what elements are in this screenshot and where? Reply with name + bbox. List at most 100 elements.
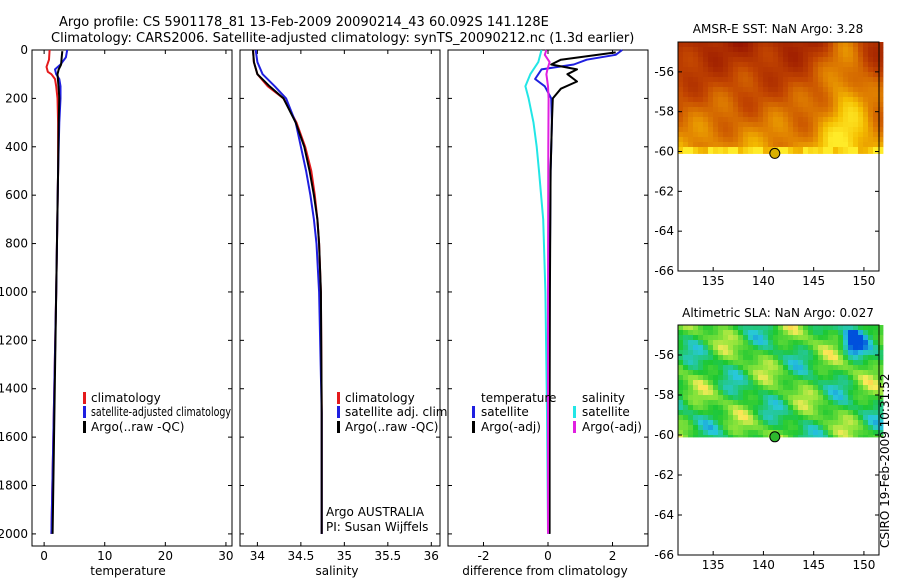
heat-cell	[713, 142, 719, 148]
heat-cell	[838, 385, 844, 391]
heat-cell	[818, 380, 824, 386]
heat-cell	[728, 330, 734, 336]
heat-cell	[863, 77, 869, 83]
heat-cell	[858, 355, 864, 361]
heat-cell	[693, 335, 699, 341]
heat-cell	[863, 380, 869, 386]
heat-cell	[803, 102, 809, 108]
heat-cell	[863, 330, 869, 336]
heat-cell	[873, 355, 879, 361]
heat-cell	[813, 415, 819, 421]
heat-cell	[858, 42, 864, 48]
heat-cell	[708, 52, 714, 58]
heat-cell	[843, 92, 849, 98]
heat-cell	[688, 122, 694, 128]
heat-cell	[728, 385, 734, 391]
heat-cell	[848, 57, 854, 63]
heat-cell	[713, 345, 719, 351]
heat-cell	[748, 102, 754, 108]
heat-cell	[793, 57, 799, 63]
heat-cell	[798, 410, 804, 416]
heat-cell	[878, 385, 884, 391]
heat-cell	[873, 92, 879, 98]
heat-cell	[713, 102, 719, 108]
heat-cell	[843, 57, 849, 63]
heat-cell	[718, 77, 724, 83]
heat-cell	[783, 340, 789, 346]
heat-cell	[783, 142, 789, 148]
heat-cell	[828, 77, 834, 83]
heat-cell	[753, 365, 759, 371]
heat-cell	[733, 395, 739, 401]
heat-cell	[843, 122, 849, 128]
heat-cell	[768, 355, 774, 361]
heat-cell	[848, 42, 854, 48]
heat-cell	[793, 112, 799, 118]
heat-cell	[708, 132, 714, 138]
heat-cell	[688, 375, 694, 381]
heat-cell	[808, 57, 814, 63]
heat-cell	[858, 370, 864, 376]
heat-cell	[738, 47, 744, 53]
heat-cell	[878, 345, 884, 351]
heat-cell	[718, 425, 724, 431]
heat-cell	[813, 112, 819, 118]
heat-cell	[703, 117, 709, 123]
heat-cell	[863, 107, 869, 113]
heat-cell	[783, 385, 789, 391]
heat-cell	[678, 335, 684, 341]
heat-cell	[693, 107, 699, 113]
heat-cell	[758, 72, 764, 78]
heat-cell	[793, 97, 799, 103]
heat-cell	[783, 330, 789, 336]
heat-cell	[783, 67, 789, 73]
heat-cell	[748, 57, 754, 63]
heat-cell	[803, 370, 809, 376]
heat-cell	[683, 42, 689, 48]
heat-cell	[773, 410, 779, 416]
heat-cell	[793, 435, 799, 438]
heat-cell	[713, 117, 719, 123]
heat-cell	[868, 92, 874, 98]
heat-cell	[768, 52, 774, 58]
heat-cell	[798, 415, 804, 421]
heat-cell	[793, 72, 799, 78]
heat-cell	[728, 67, 734, 73]
heat-cell	[678, 430, 684, 436]
heat-cell	[688, 92, 694, 98]
heat-cell	[788, 132, 794, 138]
heat-cell	[693, 330, 699, 336]
heat-cell	[843, 425, 849, 431]
heat-cell	[818, 420, 824, 426]
heat-cell	[738, 390, 744, 396]
heat-cell	[793, 430, 799, 436]
heat-cell	[683, 102, 689, 108]
heat-cell	[788, 152, 794, 154]
y-tick-label: 1200	[0, 333, 28, 347]
heat-cell	[708, 142, 714, 148]
heat-cell	[813, 355, 819, 361]
heat-cell	[833, 82, 839, 88]
heat-cell	[778, 127, 784, 133]
heat-cell	[678, 395, 684, 401]
heat-cell	[863, 405, 869, 411]
heat-cell	[853, 122, 859, 128]
heat-cell	[693, 72, 699, 78]
heat-cell	[773, 122, 779, 128]
heat-cell	[853, 72, 859, 78]
heat-cell	[678, 137, 684, 143]
heat-cell	[718, 405, 724, 411]
heat-cell	[818, 325, 824, 331]
heat-cell	[728, 82, 734, 88]
heat-cell	[678, 122, 684, 128]
heat-cell	[868, 370, 874, 376]
x-tick-label: 0	[40, 549, 48, 563]
heat-cell	[818, 47, 824, 53]
heat-cell	[678, 365, 684, 371]
heat-cell	[728, 132, 734, 138]
y-tick-label: -64	[654, 508, 674, 522]
heat-cell	[688, 47, 694, 53]
heat-cell	[713, 420, 719, 426]
heat-cell	[688, 137, 694, 143]
